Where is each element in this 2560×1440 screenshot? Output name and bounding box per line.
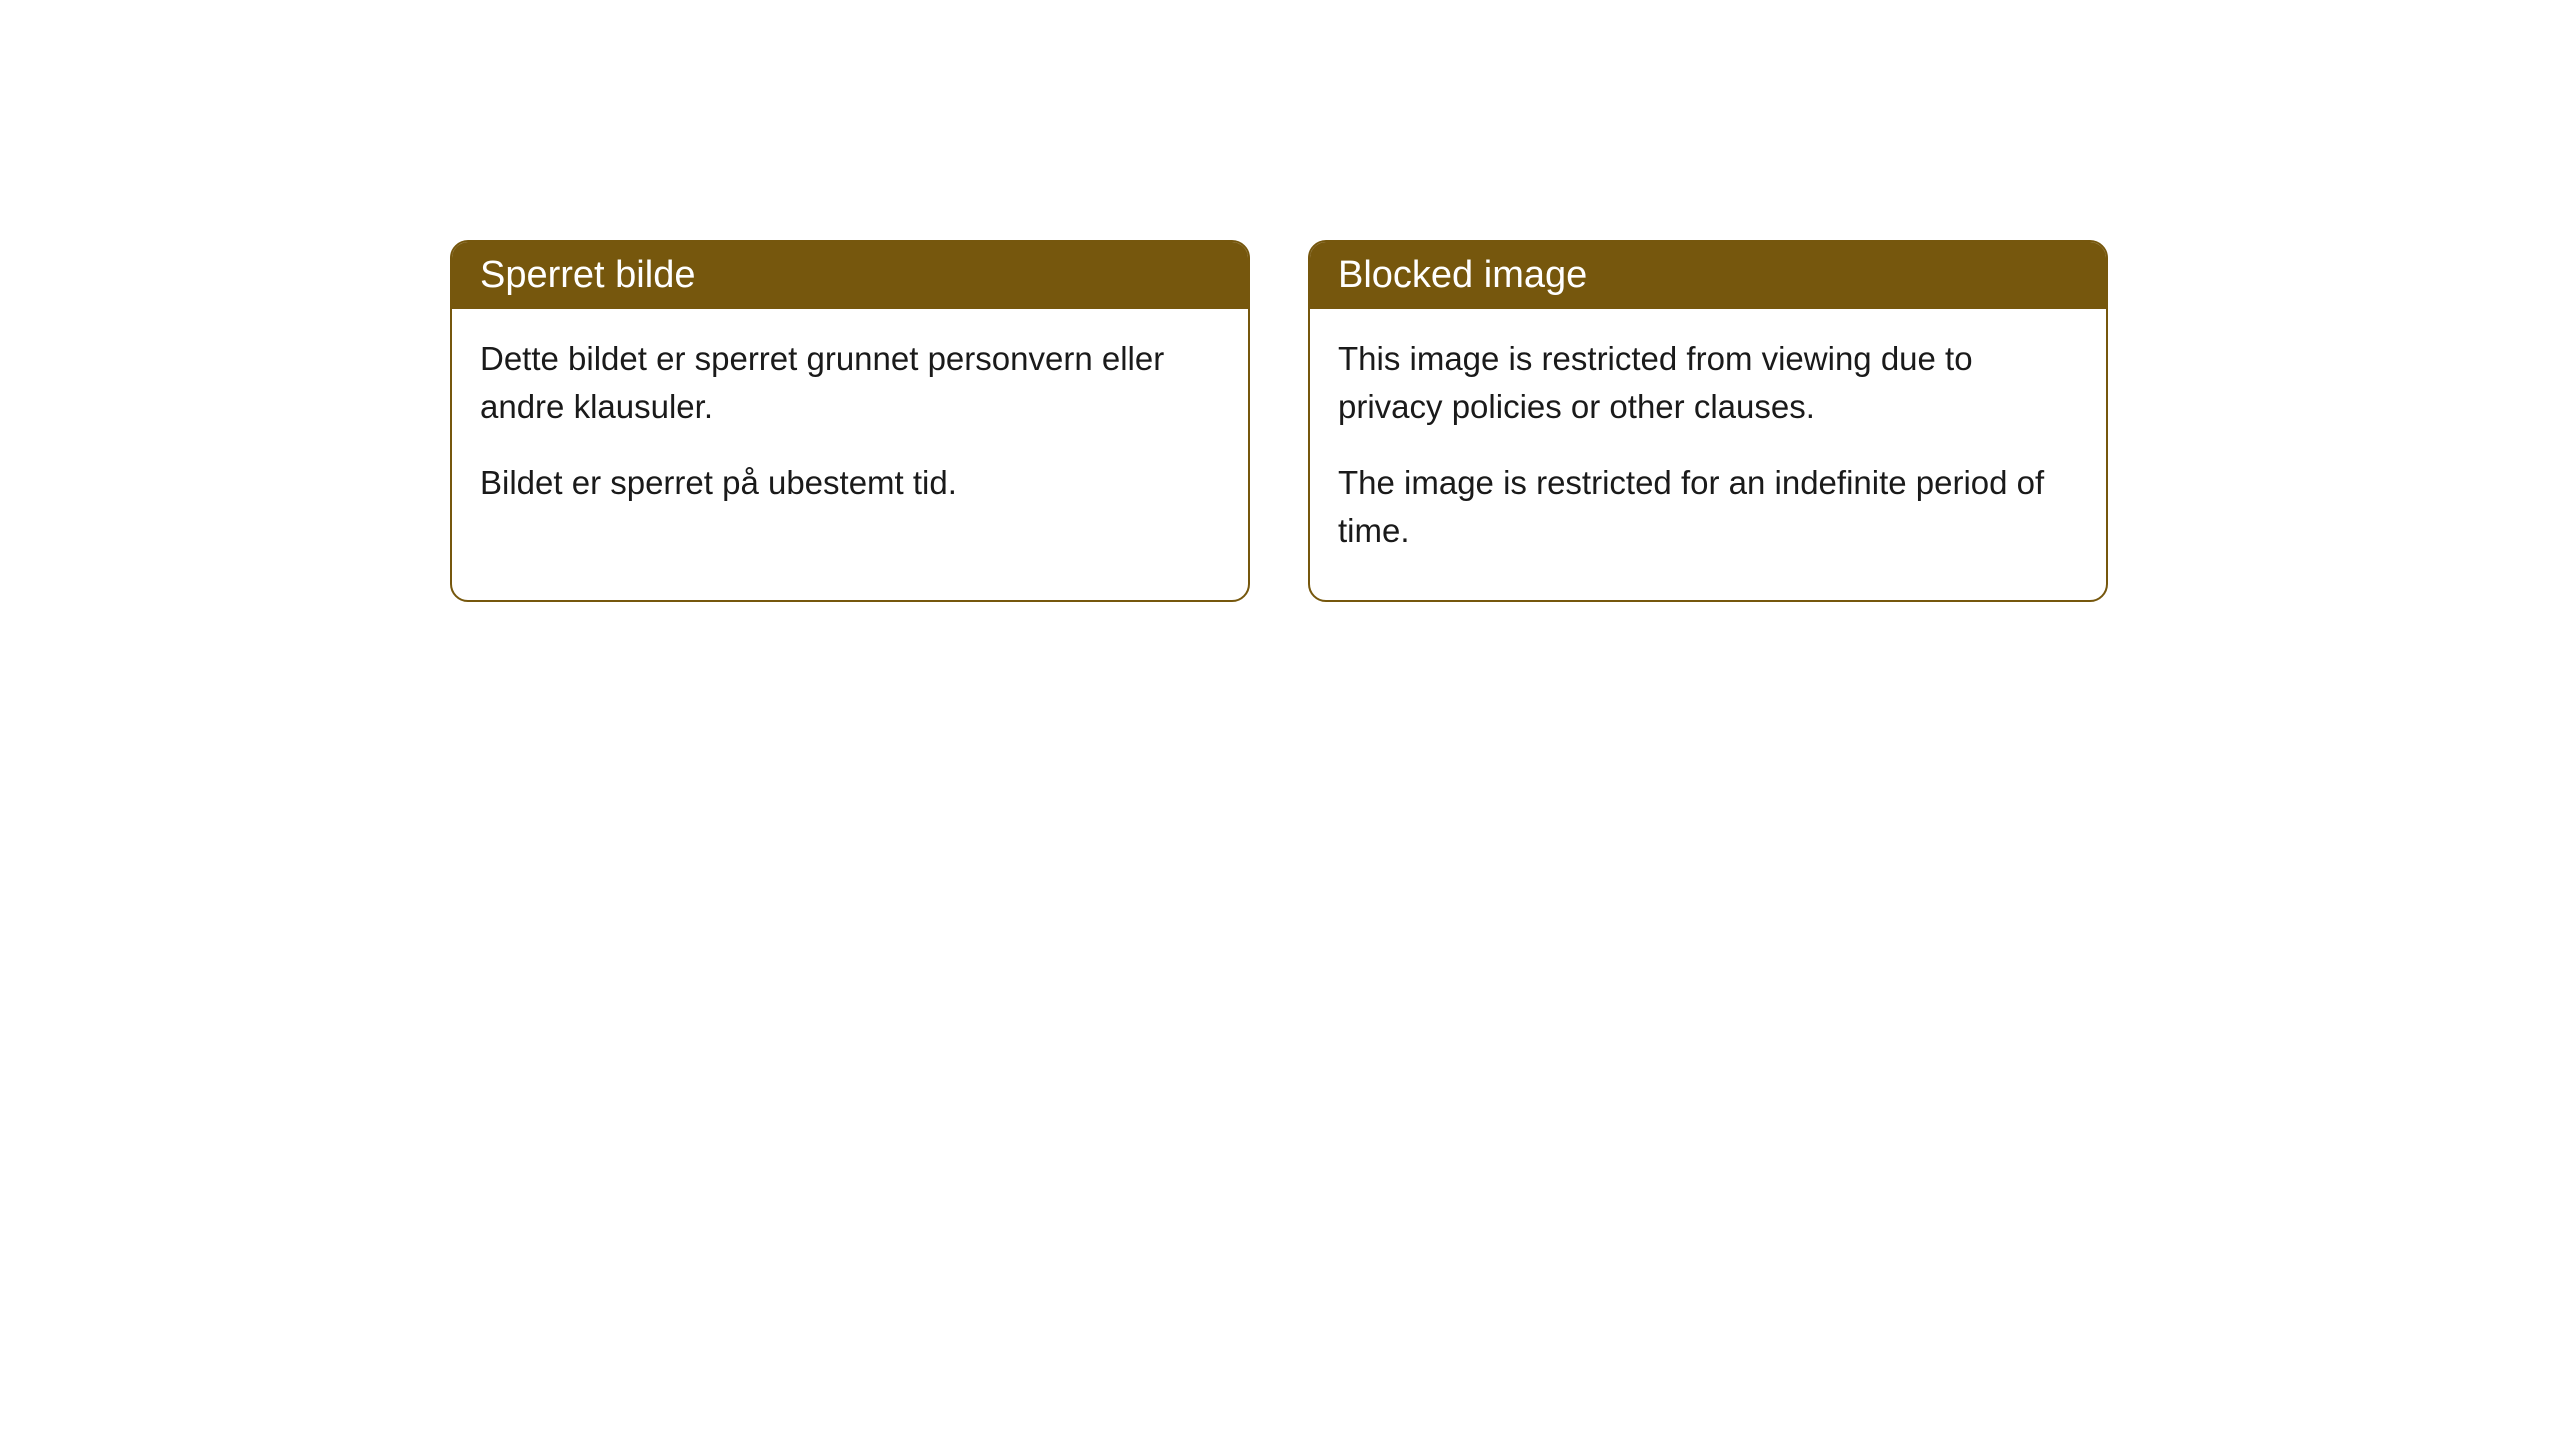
notice-cards-container: Sperret bilde Dette bildet er sperret gr… [450, 240, 2108, 602]
card-body: This image is restricted from viewing du… [1310, 309, 2106, 600]
card-paragraph-1: This image is restricted from viewing du… [1338, 335, 2078, 431]
card-paragraph-1: Dette bildet er sperret grunnet personve… [480, 335, 1220, 431]
card-header: Blocked image [1310, 242, 2106, 309]
blocked-image-card-norwegian: Sperret bilde Dette bildet er sperret gr… [450, 240, 1250, 602]
blocked-image-card-english: Blocked image This image is restricted f… [1308, 240, 2108, 602]
card-header: Sperret bilde [452, 242, 1248, 309]
card-title: Blocked image [1338, 254, 1587, 296]
card-title: Sperret bilde [480, 254, 695, 296]
card-paragraph-2: Bildet er sperret på ubestemt tid. [480, 459, 1220, 507]
card-body: Dette bildet er sperret grunnet personve… [452, 309, 1248, 553]
card-paragraph-2: The image is restricted for an indefinit… [1338, 459, 2078, 555]
